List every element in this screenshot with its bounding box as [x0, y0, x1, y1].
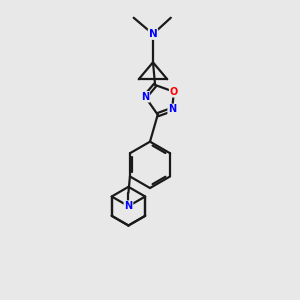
Text: N: N: [168, 104, 176, 114]
Text: O: O: [170, 87, 178, 97]
Text: N: N: [148, 29, 157, 39]
Text: N: N: [124, 201, 133, 211]
Text: N: N: [141, 92, 149, 102]
